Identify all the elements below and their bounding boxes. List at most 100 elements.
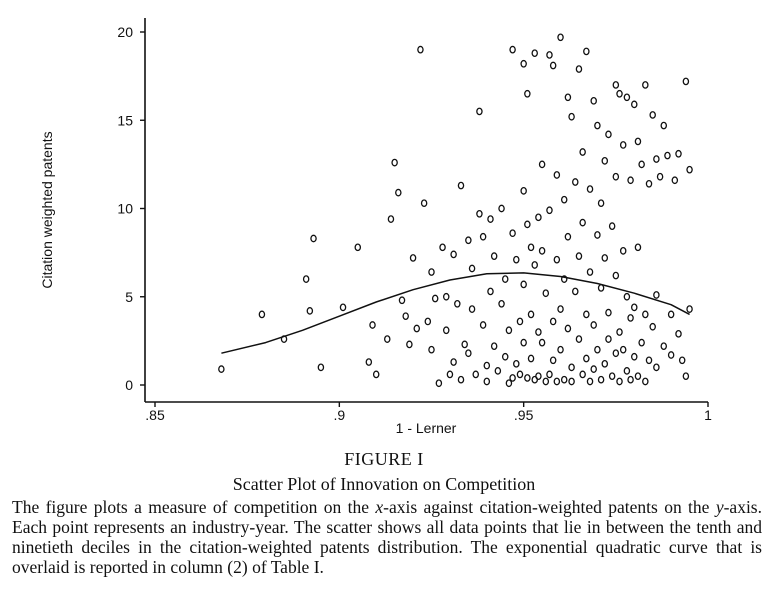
x-axis-label: 1 - Lerner — [396, 420, 457, 436]
scatter-point — [594, 231, 601, 239]
scatter-point — [682, 372, 690, 381]
scatter-point — [623, 93, 631, 102]
scatter-point — [645, 179, 653, 188]
scatter-point — [549, 317, 557, 326]
x-tick-label: 1 — [704, 407, 712, 423]
scatter-point — [608, 222, 616, 230]
scatter-point — [605, 335, 612, 343]
scatter-point — [638, 338, 645, 347]
scatter-point — [549, 61, 557, 70]
scatter-point — [387, 215, 395, 223]
scatter-point — [498, 204, 505, 213]
scatter-point — [623, 292, 631, 301]
scatter-point — [645, 356, 653, 365]
scatter-point — [616, 89, 623, 98]
scatter-point — [524, 374, 531, 382]
scatter-point — [457, 181, 465, 190]
scatter-point — [527, 243, 535, 252]
scatter-point — [369, 321, 376, 329]
scatter-point — [678, 356, 686, 365]
scatter-point — [520, 280, 527, 289]
scatter-point — [627, 314, 634, 322]
scatter-point — [542, 289, 550, 298]
scatter-point — [395, 188, 402, 197]
caption-variable: x — [375, 497, 384, 517]
scatter-point — [428, 268, 435, 276]
scatter-point — [483, 377, 491, 386]
scatter-point — [667, 310, 675, 319]
scatter-point — [546, 370, 553, 379]
scatter-point — [501, 275, 509, 283]
scatter-point — [457, 375, 465, 384]
scatter-point — [542, 377, 550, 386]
scatter-point — [490, 342, 498, 351]
scatter-point — [538, 247, 546, 255]
scatter-point — [450, 358, 457, 366]
caption-text: -axis. Each point represents an industry… — [12, 497, 762, 577]
scatter-point — [631, 100, 638, 109]
scatter-point — [498, 299, 505, 308]
scatter-point — [406, 340, 413, 349]
scatter-point — [579, 148, 586, 156]
scatter-point — [653, 363, 660, 372]
scatter-point — [590, 321, 597, 329]
scatter-point — [623, 367, 631, 375]
scatter-point — [605, 130, 612, 139]
scatter-point — [435, 379, 443, 388]
scatter-point — [501, 352, 509, 361]
scatter-point — [391, 158, 398, 167]
scatter-point — [520, 59, 527, 68]
figure-label: FIGURE I — [344, 449, 424, 469]
scatter-point — [535, 328, 542, 336]
scatter-point — [413, 324, 421, 333]
scatter-points — [218, 33, 693, 388]
y-axis-label: Citation weighted patents — [39, 131, 55, 288]
scatter-point — [524, 220, 531, 229]
scatter-point — [590, 96, 597, 105]
scatter-point — [531, 261, 538, 269]
scatter-point — [682, 77, 690, 86]
scatter-point — [483, 361, 491, 370]
scatter-point — [675, 329, 682, 338]
scatter-point — [450, 250, 457, 259]
scatter-point — [553, 171, 561, 179]
axis-ticks: 0 5 10 15 20 .85 .9 .95 1 — [117, 24, 712, 423]
caption-text: The figure plots a measure of competitio… — [12, 497, 376, 517]
scatter-point — [468, 264, 476, 273]
scatter-point — [531, 49, 538, 58]
scatter-point — [575, 65, 583, 73]
scatter-point — [487, 287, 494, 296]
scatter-point — [476, 209, 483, 218]
scatter-point — [560, 375, 568, 384]
scatter-point — [642, 377, 649, 386]
scatter-point — [527, 354, 535, 363]
scatter-point — [568, 377, 575, 386]
scatter-point — [671, 176, 679, 185]
y-tick-label: 20 — [117, 24, 133, 40]
x-tick-label: .95 — [514, 407, 534, 423]
scatter-point — [476, 107, 483, 116]
scatter-point — [653, 291, 660, 299]
scatter-point — [575, 252, 583, 261]
y-tick-label: 15 — [117, 112, 133, 128]
x-tick-label: .9 — [333, 407, 345, 423]
scatter-point — [631, 303, 638, 312]
scatter-point — [590, 365, 597, 373]
scatter-point — [564, 324, 572, 333]
scatter-point — [579, 218, 586, 227]
scatter-point — [513, 255, 520, 264]
scatter-point — [409, 254, 417, 262]
caption-variable: y — [715, 497, 724, 517]
scatter-point — [317, 363, 325, 372]
scatter-point — [538, 160, 546, 169]
scatter-point — [619, 247, 627, 255]
scatter-point — [310, 234, 317, 243]
scatter-point — [583, 47, 590, 56]
fit-curve-layer — [221, 272, 690, 354]
scatter-point — [546, 51, 553, 59]
scatter-point — [608, 372, 616, 381]
scatter-point — [516, 317, 524, 326]
scatter-point — [509, 374, 516, 382]
scatter-point — [465, 236, 472, 245]
scatter-point — [612, 271, 620, 280]
